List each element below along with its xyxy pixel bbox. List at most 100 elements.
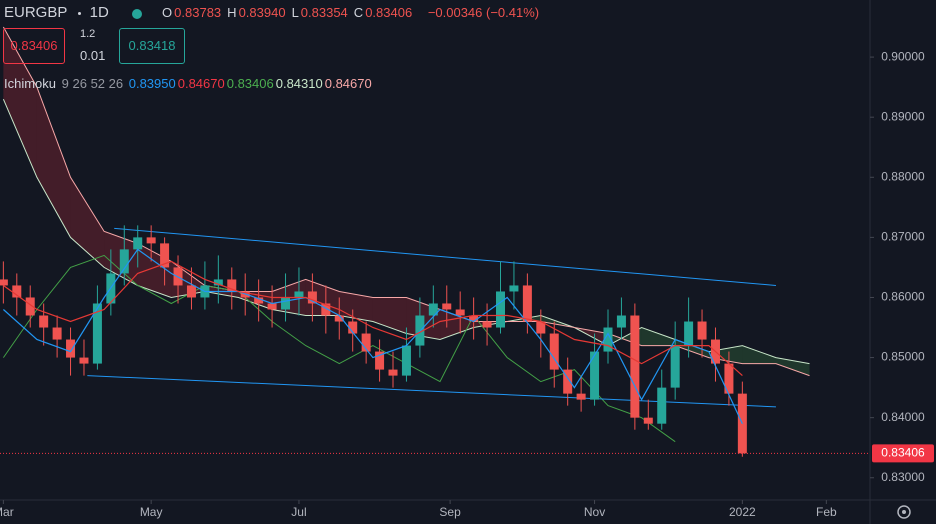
base-line (3, 260, 743, 377)
cloud (137, 243, 172, 298)
candle-body (469, 315, 479, 322)
cloud (70, 177, 105, 268)
plot-area (0, 26, 870, 457)
candle-body (307, 291, 317, 304)
settings-icon[interactable] (897, 505, 911, 519)
candle-body (281, 297, 291, 310)
candle-body (52, 327, 62, 340)
candle-body (12, 285, 22, 298)
candle-body (39, 315, 49, 328)
candle-body (643, 417, 653, 424)
candle-body (254, 297, 264, 304)
ohlc: O 0.83783 H 0.83940 L 0.83354 C 0.83406 (162, 5, 418, 20)
last-price-label: 0.83406 (881, 446, 925, 460)
candle-body (186, 285, 196, 298)
candle-body (321, 303, 331, 316)
candle-body (657, 387, 667, 424)
candle-body (348, 321, 358, 334)
candle-body (227, 279, 237, 292)
indicator-legend: Ichimoku 9 26 52 26 0.83950 0.84670 0.8340… (4, 76, 376, 91)
indicator-params: 9 26 52 26 (61, 76, 124, 91)
interval[interactable]: 1D (89, 4, 109, 21)
indicator-values: 0.83950 0.84670 0.83406 0.84310 0.84670 (129, 76, 374, 91)
cloud (36, 87, 71, 238)
trend-line (114, 227, 776, 286)
spread: 0.01 (80, 48, 106, 63)
ohlc-label: O (162, 5, 173, 20)
candle-body (563, 369, 573, 394)
candle-body (294, 291, 304, 298)
x-tick-label: Sep (439, 505, 461, 519)
candle-body (375, 351, 385, 370)
candle-body (119, 249, 129, 274)
symbol[interactable]: EURGBP (4, 4, 68, 21)
x-tick-label: May (140, 505, 163, 519)
lagging-span (2, 254, 676, 443)
y-tick-label: 0.84000 (881, 410, 925, 424)
cloud (742, 345, 776, 364)
change: −0.00346 (−0.41%) (427, 5, 540, 20)
candle-body (630, 315, 640, 418)
candle-body (442, 303, 452, 310)
candle-body (79, 357, 89, 364)
candle-body (603, 327, 613, 352)
indicator-value: 0.83406 (226, 76, 274, 91)
cloud (775, 357, 810, 376)
indicator-value: 0.84670 (177, 76, 225, 91)
candle-body (697, 321, 707, 340)
candle-body (92, 303, 102, 364)
cloud (708, 345, 743, 364)
y-tick-label: 0.89000 (881, 109, 925, 123)
candle-body (616, 315, 626, 328)
candle-body (267, 303, 277, 310)
ohlc-value: 0.83354 (300, 5, 348, 20)
cloud (641, 327, 676, 346)
candle-body (576, 393, 586, 400)
candle-body (482, 321, 492, 328)
indicator-name[interactable]: Ichimoku (4, 76, 57, 91)
candle-body (133, 237, 143, 250)
candle-body (213, 279, 223, 286)
spread-top: 1.2 (80, 28, 96, 40)
x-tick-label: Jul (291, 505, 306, 519)
candle-body (455, 309, 465, 316)
candle-body (549, 333, 559, 370)
ohlc-value: 0.83783 (174, 5, 222, 20)
candle-body (160, 243, 170, 268)
x-tick-label: Mar (0, 505, 14, 519)
candle-body (66, 339, 76, 358)
market-status (132, 8, 143, 19)
y-tick-label: 0.83000 (881, 470, 925, 484)
candle-body (536, 321, 546, 334)
gear-center[interactable] (902, 510, 906, 514)
cloud (339, 291, 373, 322)
candle-body (724, 363, 734, 394)
candle-body (361, 333, 371, 352)
ohlc-label: C (353, 5, 364, 20)
indicator-value: 0.84310 (275, 76, 323, 91)
cloud (675, 339, 709, 358)
last-price-box (872, 444, 934, 463)
y-tick-label: 0.88000 (881, 169, 925, 183)
ohlc-value: 0.83940 (238, 5, 286, 20)
gear[interactable] (897, 505, 911, 519)
candle-body (428, 303, 438, 316)
symbol-row: EURGBP 1D O 0.83783 H 0.83940 L 0.83354 C 0.834… (4, 4, 541, 21)
indicator-value: 0.83950 (128, 76, 176, 91)
candle-body (522, 285, 532, 322)
candle-body (146, 237, 156, 244)
candle-body (0, 279, 8, 286)
candle-body (388, 369, 398, 376)
conversion-line (2, 248, 743, 424)
cloud (3, 27, 37, 178)
candle-body (670, 345, 680, 388)
x-tick-label: Nov (584, 505, 605, 519)
indicator-value: 0.84670 (324, 76, 372, 91)
y-tick-label: 0.87000 (881, 230, 925, 244)
sell-button[interactable]: 0.83406 (3, 28, 65, 64)
separator (77, 12, 81, 16)
buy-button[interactable]: 0.83418 (119, 28, 185, 64)
candle-body (401, 345, 411, 376)
